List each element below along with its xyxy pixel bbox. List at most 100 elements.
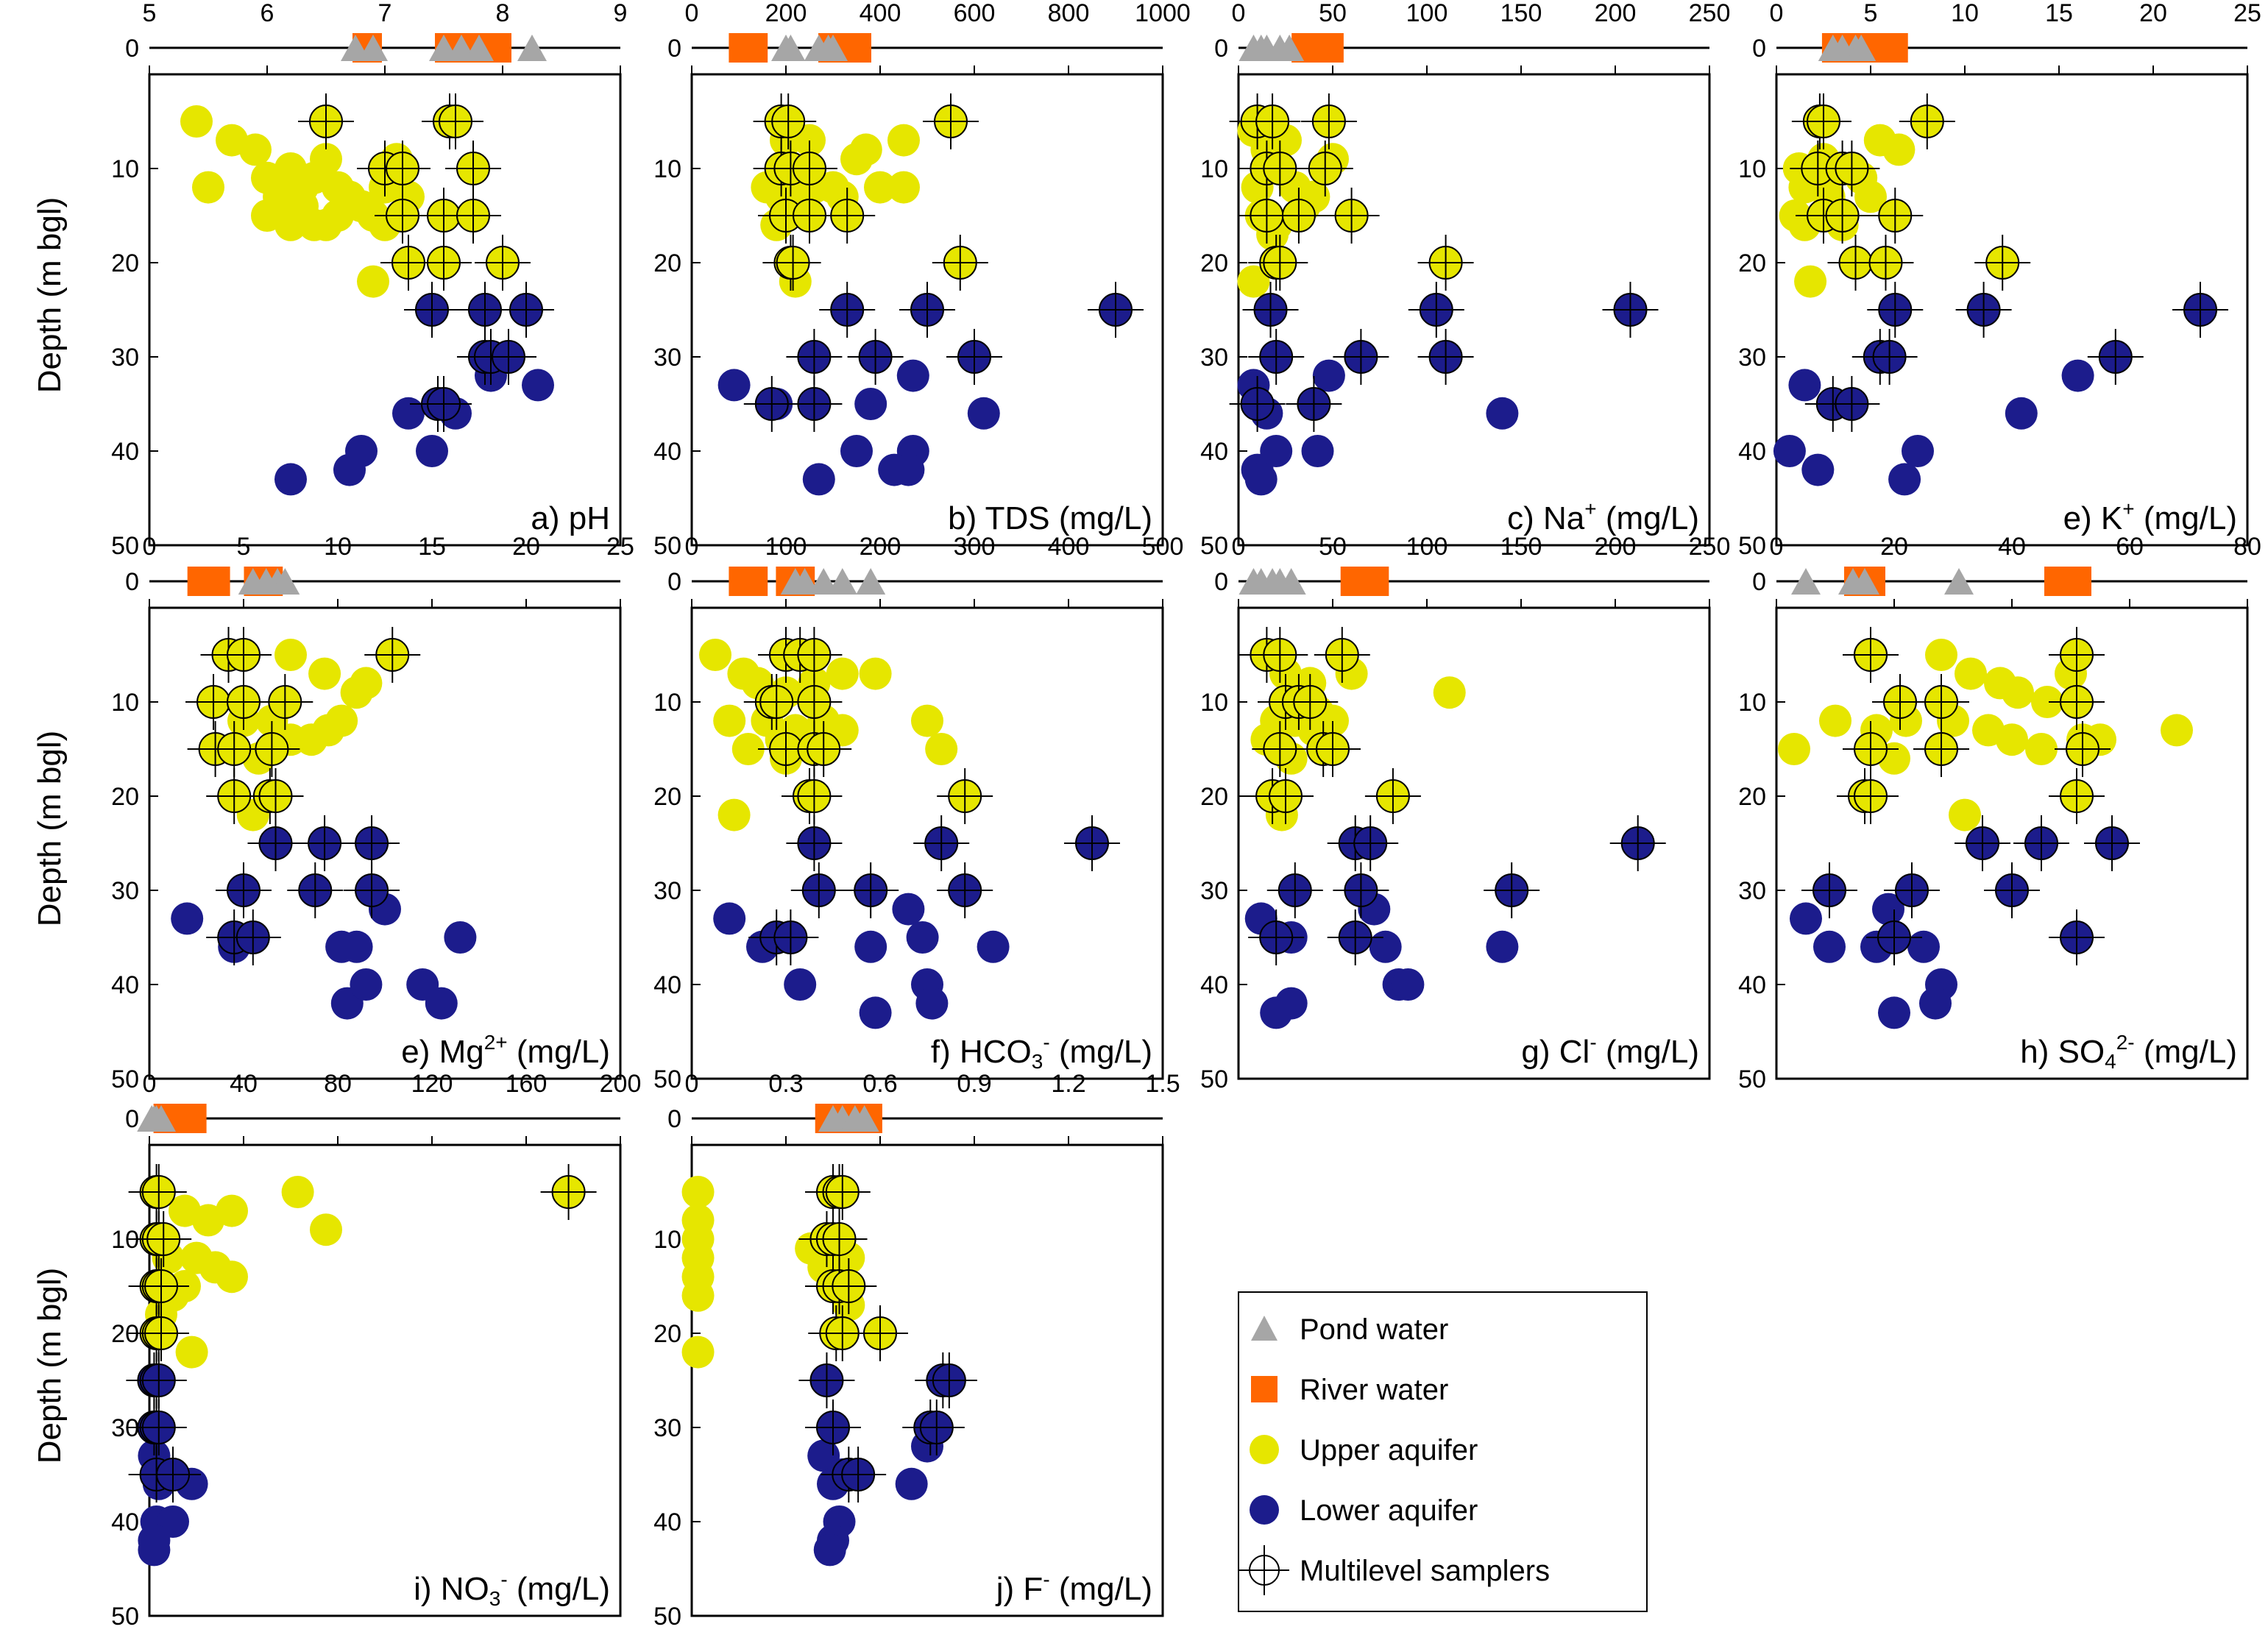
upper-aquifer-point: [681, 1279, 715, 1312]
x-tick-label: 10: [324, 533, 352, 561]
multilevel-sampler-point: [946, 329, 1002, 385]
multilevel-sampler-point: [247, 815, 304, 871]
multilevel-sampler-point: [2049, 627, 2105, 683]
lower-aquifer-point: [1244, 463, 1277, 496]
multilevel-sampler-point: [1609, 815, 1666, 871]
multilevel-sampler-point: [2049, 768, 2105, 824]
x-tick-label: 7: [378, 0, 392, 27]
y-tick-label: 40: [1200, 971, 1228, 999]
multilevel-sampler-point: [133, 1258, 189, 1314]
y-axis-label: Depth (m bgl): [32, 197, 68, 394]
x-tick-label: 5: [143, 0, 157, 27]
panel-title: i) NO3- (mg/L): [414, 1568, 610, 1610]
y-tick-label: 10: [653, 689, 681, 717]
x-tick-label: 0: [1770, 533, 1784, 561]
multilevel-sampler-point: [1867, 282, 1924, 338]
y-tick-label: 0: [125, 568, 139, 596]
y-tick-label: 10: [1200, 689, 1228, 717]
pond-water-point: [270, 568, 300, 595]
x-tick-label: 6: [261, 0, 274, 27]
y-tick-label: 10: [653, 155, 681, 183]
x-tick-label: 200: [1595, 533, 1637, 561]
multilevel-sampler-point: [130, 1400, 187, 1455]
multilevel-sampler-point: [805, 1400, 861, 1455]
x-tick-label: 200: [600, 1070, 642, 1098]
upper-aquifer-point: [357, 265, 389, 298]
x-tick-label: 150: [1500, 0, 1542, 27]
multilevel-sampler-point: [1955, 282, 2012, 338]
x-tick-label: 0.6: [862, 1070, 897, 1098]
y-tick-label: 50: [1200, 532, 1228, 560]
x-tick-label: 150: [1500, 533, 1542, 561]
multilevel-sampler-point: [819, 188, 876, 244]
y-tick-label: 10: [653, 1226, 681, 1254]
multilevel-sampler-point: [481, 329, 536, 385]
lower-aquifer-point: [138, 1533, 171, 1567]
multilevel-sampler-point: [2049, 909, 2105, 965]
multilevel-sampler-point: [1244, 93, 1301, 149]
lower-aquifer-point: [1392, 968, 1425, 1001]
multilevel-sampler-point: [819, 282, 876, 338]
multilevel-sampler-point: [1913, 674, 1969, 730]
river-water-point: [738, 33, 768, 63]
y-tick-label: 20: [111, 249, 139, 277]
y-tick-label: 0: [667, 1105, 681, 1133]
multilevel-sampler-point: [2087, 329, 2144, 385]
x-tick-label: 20: [2139, 0, 2167, 27]
multilevel-sampler-point: [1327, 909, 1383, 965]
x-tick-label: 120: [411, 1070, 453, 1098]
multilevel-sampler-point: [1342, 815, 1399, 871]
multilevel-sampler-point: [298, 93, 354, 149]
upper-aquifer-point: [239, 133, 272, 166]
y-tick-label: 10: [1200, 155, 1228, 183]
multilevel-sampler-point: [814, 1164, 871, 1220]
legend-frame: [1238, 1291, 1648, 1612]
upper-aquifer-point: [911, 704, 943, 737]
multilevel-sampler-point: [1252, 627, 1308, 683]
upper-aquifer-point: [826, 657, 859, 690]
panel-4: 0 5 10 15 20 25 0 10 20 30 40 50 e) K+ (mg/L): [1738, 0, 2261, 560]
multilevel-sampler-point: [1286, 376, 1342, 432]
river-water-point: [177, 1104, 207, 1133]
panel-10: 0 0.3 0.6 0.9 1.2 1.5 0 10 20 30 40 50 j) F- (mg/L): [653, 1070, 1180, 1631]
lower-aquifer-point: [1872, 893, 1904, 926]
multilevel-sampler-point: [1252, 235, 1308, 291]
upper-aquifer-point: [192, 171, 224, 204]
upper-aquifer-point: [1433, 676, 1466, 709]
lower-aquifer-point: [802, 463, 835, 496]
lower-aquifer-point: [2005, 397, 2038, 430]
multilevel-sampler-point: [457, 282, 513, 338]
multilevel-sampler-point: [2172, 282, 2228, 338]
multilevel-sampler-point: [2013, 815, 2069, 871]
pond-water-point: [1846, 35, 1877, 61]
legend-items: Pond water River water Upper aquifer Lower …: [1239, 1313, 1550, 1595]
y-tick-label: 30: [1200, 877, 1228, 905]
upper-aquifer-point: [731, 733, 765, 765]
multilevel-sampler-point: [244, 721, 300, 777]
x-tick-label: 500: [1142, 533, 1184, 561]
panel-title: f) HCO3- (mg/L): [931, 1031, 1152, 1073]
panel-title: c) Na+ (mg/L): [1507, 497, 1699, 536]
x-tick-label: 20: [512, 533, 540, 561]
upper-aquifer-point: [793, 124, 826, 157]
x-tick-label: 50: [1319, 533, 1347, 561]
x-tick-label: 40: [230, 1070, 258, 1098]
x-tick-label: 400: [860, 0, 901, 27]
multilevel-sampler-point: [782, 141, 837, 196]
y-tick-label: 0: [1214, 568, 1228, 596]
y-tick-label: 30: [653, 1414, 681, 1442]
lower-aquifer-point: [1788, 369, 1821, 402]
legend-label: River water: [1300, 1374, 1448, 1406]
multilevel-sampler-point: [1333, 329, 1389, 385]
x-tick-label: 0.3: [768, 1070, 803, 1098]
y-tick-label: 50: [111, 1065, 139, 1093]
pond-water-point: [1850, 568, 1879, 595]
multilevel-sampler-point: [135, 1211, 192, 1267]
x-tick-label: 300: [954, 533, 996, 561]
multilevel-sampler-point: [498, 282, 554, 338]
multilevel-sampler-point: [1305, 721, 1361, 777]
multilevel-sampler-point: [1484, 862, 1540, 918]
multilevel-sampler-point: [1270, 188, 1327, 244]
y-tick-label: 20: [1200, 783, 1228, 811]
legend-label: Lower aquifer: [1300, 1494, 1478, 1527]
